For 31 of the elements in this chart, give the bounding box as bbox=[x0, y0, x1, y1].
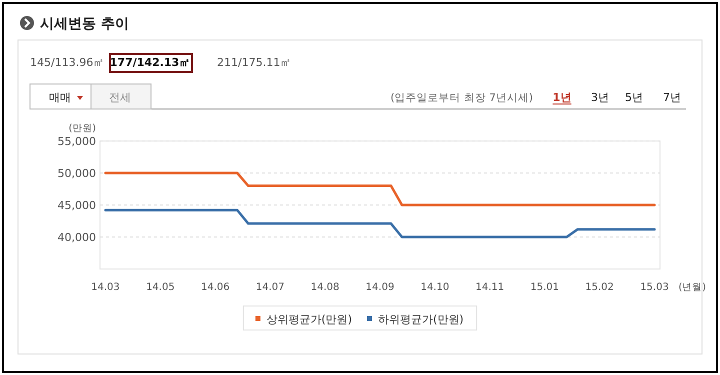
legend-label: 하위평균가(만원) bbox=[378, 313, 464, 326]
legend-label: 상위평균가(만원) bbox=[266, 313, 352, 326]
y-tick-label: 55,000 bbox=[58, 135, 96, 148]
text: 3년 bbox=[591, 91, 609, 104]
y-axis-title: (만원) bbox=[68, 123, 96, 134]
text: 211/175.11㎡ bbox=[217, 56, 292, 69]
text: 매매 bbox=[49, 91, 71, 104]
x-tick-label: 14.09 bbox=[366, 282, 394, 293]
line-series bbox=[104, 208, 656, 238]
x-tick-label: 15.02 bbox=[585, 282, 614, 293]
x-tick-label: 14.03 bbox=[91, 282, 120, 293]
x-tick-label: 14.11 bbox=[475, 282, 504, 293]
chart-title: 시세변동 추이 bbox=[40, 16, 129, 32]
text: 1년 bbox=[552, 91, 572, 104]
x-tick-label: 14.10 bbox=[420, 282, 450, 293]
x-tick-label: 14.08 bbox=[310, 282, 340, 293]
x-tick-label: 14.05 bbox=[146, 282, 175, 293]
x-axis-title: (년월) bbox=[678, 282, 706, 293]
text: 7년 bbox=[663, 91, 681, 104]
text: (입주일로부터 최장 7년시세) bbox=[390, 92, 533, 104]
text: 145/113.96㎡ bbox=[30, 56, 104, 69]
x-tick-label: 15.01 bbox=[530, 282, 560, 293]
x-tick-label: 14.07 bbox=[256, 282, 285, 293]
y-tick-label: 45,000 bbox=[58, 199, 96, 212]
text: 전세 bbox=[109, 91, 131, 104]
text: 5년 bbox=[625, 91, 643, 104]
x-tick-label: 15.03 bbox=[640, 282, 669, 293]
x-tick-label: 14.06 bbox=[200, 282, 230, 293]
text: 177/142.13㎡ bbox=[110, 56, 190, 69]
y-tick-label: 40,000 bbox=[58, 231, 96, 244]
y-tick-label: 50,000 bbox=[58, 167, 96, 180]
